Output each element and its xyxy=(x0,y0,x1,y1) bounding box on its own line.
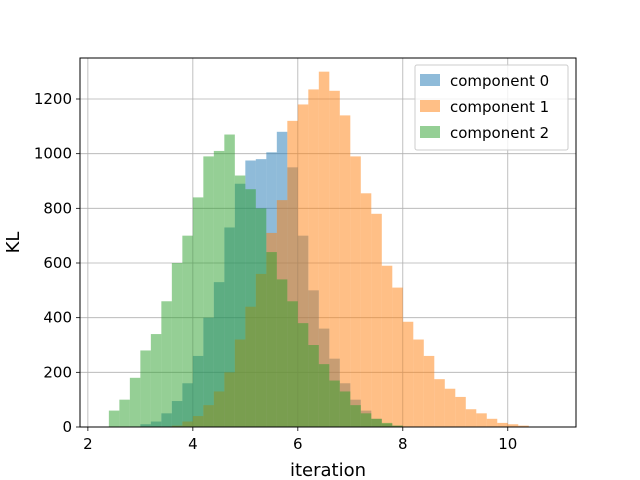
histogram-bar xyxy=(434,379,445,427)
histogram-bar xyxy=(161,301,172,427)
histogram-bar xyxy=(318,71,330,428)
legend-swatch xyxy=(420,100,440,112)
histogram-bar xyxy=(108,410,120,427)
x-axis-label: iteration xyxy=(290,460,366,480)
histogram-bar xyxy=(371,213,382,427)
x-tick-label: 8 xyxy=(398,435,408,453)
histogram-bar xyxy=(465,409,477,427)
y-tick-label: 200 xyxy=(43,363,72,381)
histogram-bar xyxy=(381,265,393,427)
histogram-bar xyxy=(276,279,288,427)
histogram-bar xyxy=(497,422,508,427)
histogram-bar xyxy=(392,287,403,427)
histogram-bar xyxy=(486,418,498,427)
x-tick-label: 4 xyxy=(188,435,198,453)
x-tick-label: 10 xyxy=(498,435,517,453)
histogram-bar xyxy=(119,399,130,427)
y-tick-label: 400 xyxy=(43,309,72,327)
histogram-bar xyxy=(381,422,393,427)
histogram-bar xyxy=(140,350,151,427)
histogram-bar xyxy=(297,323,309,427)
histogram-bar xyxy=(444,388,456,427)
x-tick-label: 6 xyxy=(293,435,303,453)
legend: component 0 component 1 component 2 xyxy=(414,64,569,151)
histogram-bar xyxy=(129,377,141,427)
histogram-bar xyxy=(413,339,424,427)
histogram-bar xyxy=(402,321,414,427)
histogram-bar xyxy=(360,413,372,427)
legend-label: component 0 xyxy=(450,72,549,90)
histogram-bar xyxy=(339,391,351,427)
series-2-bars xyxy=(108,134,403,428)
histogram-bar xyxy=(329,380,340,427)
histogram-bar xyxy=(455,396,466,427)
legend-label: component 2 xyxy=(450,124,549,142)
histogram-bar xyxy=(329,90,340,428)
histogram-bar xyxy=(371,418,382,427)
histogram-bar xyxy=(339,115,351,428)
histogram-bar xyxy=(224,134,235,428)
histogram-bar xyxy=(266,252,277,427)
histogram-bar xyxy=(350,156,361,427)
histogram-bar xyxy=(308,89,319,427)
y-tick-label: 800 xyxy=(43,199,72,217)
histogram-bar xyxy=(392,425,403,427)
histogram-bar xyxy=(182,235,193,427)
histogram-bar xyxy=(234,175,246,427)
legend-box xyxy=(414,64,569,151)
y-tick-label: 1200 xyxy=(34,90,72,108)
histogram-bar xyxy=(518,425,529,427)
histogram-bar xyxy=(297,104,309,427)
histogram-bar xyxy=(423,355,435,427)
histogram-bar xyxy=(192,197,204,427)
histogram-bar xyxy=(308,345,319,427)
histogram-bar xyxy=(171,263,183,427)
histogram-bar xyxy=(360,193,372,427)
plot-frame xyxy=(79,57,577,428)
histogram-bar xyxy=(507,424,519,427)
histogram-bar xyxy=(287,301,298,427)
histogram-bar xyxy=(318,364,330,427)
histogram-bar xyxy=(476,413,487,427)
y-tick-label: 1000 xyxy=(34,145,72,163)
histogram-bar xyxy=(213,150,225,427)
axis-ticks: 2 4 6 8 10 0 200 400 600 800 1000 1200 xyxy=(34,90,518,453)
legend-items: component 0 component 1 component 2 xyxy=(420,72,549,142)
x-tick-label: 2 xyxy=(83,435,93,453)
y-tick-label: 0 xyxy=(62,418,72,436)
legend-swatch xyxy=(420,126,440,138)
histogram-bar xyxy=(255,208,267,427)
histogram-bar xyxy=(287,120,298,427)
histogram-bar xyxy=(350,405,361,427)
histogram-bar xyxy=(203,156,214,427)
y-axis-label: KL xyxy=(3,232,24,254)
legend-swatch xyxy=(420,74,440,86)
y-tick-label: 600 xyxy=(43,254,72,272)
legend-label: component 1 xyxy=(450,98,549,116)
histogram-bars xyxy=(108,71,529,428)
histogram-bar xyxy=(150,334,162,427)
histogram-bar xyxy=(245,189,256,427)
